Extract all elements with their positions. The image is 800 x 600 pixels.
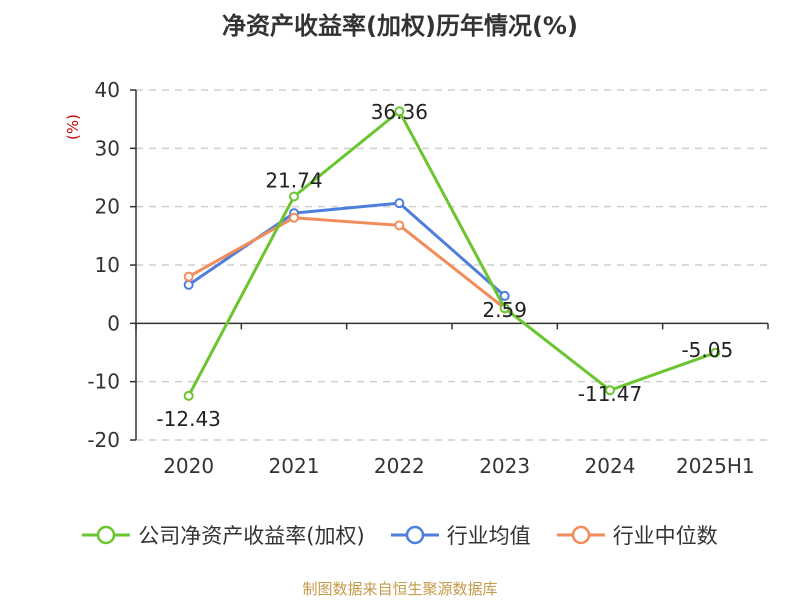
x-tick-label: 2022 — [374, 454, 425, 478]
series-point — [183, 271, 194, 282]
y-tick-label: 10 — [95, 253, 120, 277]
legend: 公司净资产收益率(加权) 行业均值 行业中位数 — [0, 520, 800, 550]
series-point — [289, 212, 299, 223]
legend-label: 行业中位数 — [612, 524, 718, 548]
data-label: 2.59 — [482, 298, 527, 322]
y-tick-label: 40 — [95, 78, 120, 102]
source-note: 制图数据来自恒生聚源数据库 — [302, 580, 498, 598]
x-tick-label: 2020 — [163, 454, 214, 478]
legend-item[interactable]: 行业均值 — [390, 520, 531, 550]
series-point — [394, 220, 405, 231]
series-point — [605, 385, 615, 396]
data-label: 36.36 — [371, 100, 428, 124]
x-tick-label: 2024 — [585, 454, 636, 478]
data-label: -11.47 — [578, 382, 642, 406]
x-tick-label: 2023 — [479, 454, 530, 478]
series-point — [394, 198, 405, 209]
series-point — [394, 106, 405, 117]
series-line — [187, 216, 506, 310]
series-point — [183, 390, 194, 401]
series-point — [289, 191, 299, 202]
data-label: -12.43 — [156, 407, 220, 431]
data-label: 21.74 — [265, 169, 322, 193]
legend-label: 公司净资产收益率(加权) — [138, 524, 365, 548]
data-label: -5.05 — [681, 338, 733, 362]
x-tick-label: 2021 — [269, 454, 320, 478]
legend-marker-icon — [390, 525, 439, 545]
legend-marker-icon — [556, 525, 605, 545]
series-point — [499, 303, 510, 314]
series-point — [183, 279, 194, 290]
series-line — [187, 109, 716, 397]
y-tick-label: 20 — [95, 195, 120, 219]
legend-item[interactable]: 行业中位数 — [556, 520, 718, 550]
series-point — [710, 347, 721, 358]
chart-title: 净资产收益率(加权)历年情况(%) — [222, 12, 578, 40]
y-axis-unit-label: (%) — [64, 114, 82, 140]
y-tick-label: 0 — [107, 311, 120, 335]
y-tick-label: 30 — [95, 136, 120, 160]
x-tick-label: 2025H1 — [676, 454, 755, 478]
legend-label: 行业均值 — [446, 524, 531, 548]
series-line — [187, 201, 506, 298]
legend-marker-icon — [82, 525, 131, 545]
series-point — [499, 290, 510, 301]
y-tick-label: -10 — [87, 370, 120, 394]
y-tick-label: -20 — [87, 428, 120, 452]
legend-item[interactable]: 公司净资产收益率(加权) — [82, 520, 365, 550]
